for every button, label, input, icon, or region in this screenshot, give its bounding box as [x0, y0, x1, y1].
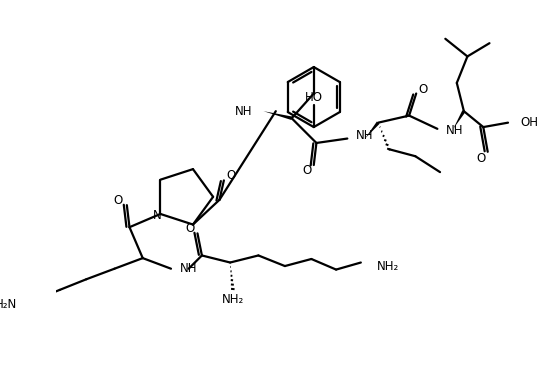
Text: NH₂: NH₂	[377, 261, 399, 273]
Text: NH: NH	[235, 105, 253, 118]
Text: O: O	[226, 170, 235, 182]
Text: O: O	[418, 83, 428, 96]
Polygon shape	[365, 121, 380, 138]
Polygon shape	[453, 110, 465, 129]
Text: OH: OH	[521, 116, 538, 129]
Text: O: O	[113, 194, 123, 207]
Text: N: N	[152, 209, 161, 222]
Polygon shape	[264, 111, 292, 120]
Text: NH: NH	[180, 262, 197, 275]
Text: O: O	[186, 223, 195, 235]
Text: NH: NH	[356, 129, 374, 143]
Text: O: O	[302, 164, 312, 177]
Text: NH₂: NH₂	[222, 293, 244, 306]
Text: HO: HO	[305, 91, 323, 105]
Text: O: O	[476, 152, 485, 165]
Text: NH: NH	[446, 124, 464, 137]
Text: H₂N: H₂N	[0, 299, 17, 311]
